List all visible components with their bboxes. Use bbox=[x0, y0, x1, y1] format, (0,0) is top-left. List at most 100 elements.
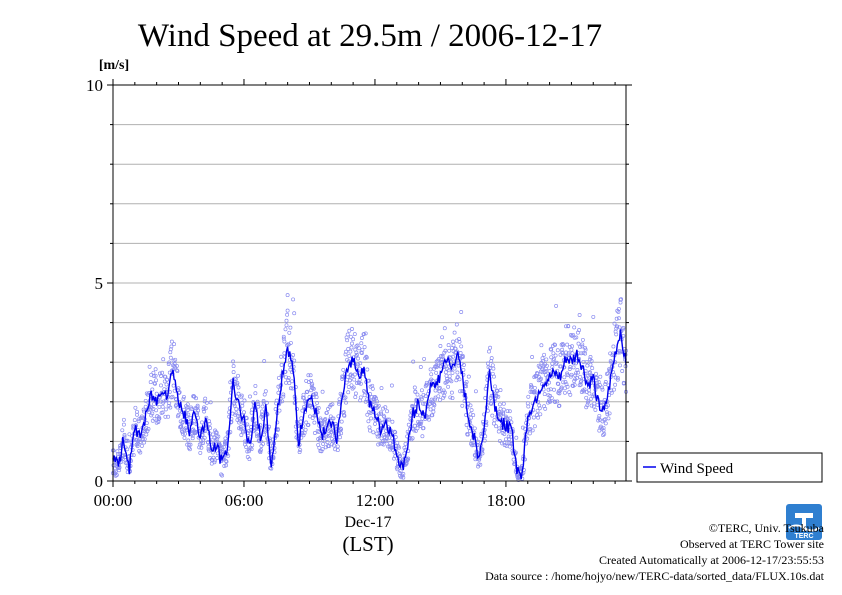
data-point bbox=[363, 399, 368, 404]
data-point bbox=[261, 441, 266, 446]
data-point bbox=[385, 435, 389, 440]
data-point bbox=[339, 431, 344, 436]
data-point bbox=[452, 366, 457, 371]
data-point bbox=[363, 331, 368, 336]
data-point bbox=[216, 434, 221, 439]
data-point bbox=[387, 435, 392, 440]
data-point bbox=[498, 406, 503, 411]
data-point bbox=[578, 382, 583, 387]
data-point bbox=[603, 382, 608, 387]
data-point bbox=[615, 324, 620, 329]
data-point bbox=[357, 366, 362, 371]
data-point bbox=[436, 394, 441, 399]
data-point bbox=[317, 438, 322, 443]
data-point bbox=[347, 353, 352, 358]
data-point bbox=[121, 422, 126, 427]
data-point bbox=[310, 382, 315, 386]
data-point bbox=[221, 445, 226, 449]
data-point bbox=[353, 391, 358, 396]
data-point bbox=[548, 387, 553, 392]
data-point bbox=[428, 401, 433, 406]
data-point bbox=[169, 344, 174, 349]
data-point bbox=[370, 386, 375, 391]
logo-text: TERC bbox=[794, 533, 813, 540]
data-point bbox=[618, 363, 622, 368]
data-point bbox=[234, 407, 239, 412]
data-point bbox=[572, 325, 577, 330]
data-point bbox=[298, 419, 303, 424]
data-point bbox=[393, 430, 398, 435]
data-point bbox=[615, 377, 620, 382]
data-point bbox=[450, 396, 455, 401]
data-point bbox=[585, 363, 590, 368]
data-point bbox=[415, 426, 420, 431]
data-point bbox=[437, 397, 442, 402]
x-axis-timezone-label: (LST) bbox=[342, 532, 393, 556]
data-point bbox=[258, 450, 263, 455]
data-point bbox=[250, 443, 255, 448]
data-point bbox=[282, 339, 287, 344]
data-point bbox=[529, 384, 534, 389]
data-point bbox=[568, 365, 573, 370]
data-point bbox=[133, 405, 138, 410]
data-point bbox=[594, 376, 599, 381]
data-point bbox=[544, 357, 549, 362]
data-point bbox=[424, 382, 429, 387]
data-point bbox=[346, 390, 351, 395]
data-point bbox=[568, 333, 573, 337]
data-point bbox=[349, 345, 354, 350]
data-point bbox=[554, 360, 559, 365]
data-point bbox=[552, 399, 557, 404]
data-point bbox=[433, 388, 438, 393]
data-point bbox=[446, 343, 451, 348]
data-point bbox=[171, 383, 176, 388]
data-point bbox=[177, 390, 182, 395]
data-point bbox=[438, 364, 443, 369]
data-point bbox=[476, 462, 481, 467]
data-point bbox=[264, 400, 269, 405]
data-point bbox=[527, 431, 532, 436]
data-point bbox=[285, 293, 290, 298]
data-point bbox=[601, 433, 606, 438]
data-point bbox=[373, 421, 377, 426]
data-point bbox=[615, 375, 620, 380]
data-point bbox=[200, 420, 204, 425]
data-point bbox=[436, 363, 441, 368]
data-point bbox=[612, 387, 616, 392]
data-point bbox=[431, 406, 436, 411]
data-point bbox=[535, 371, 540, 376]
data-point bbox=[258, 448, 263, 452]
data-point bbox=[348, 349, 353, 354]
data-point bbox=[461, 372, 466, 377]
data-point bbox=[247, 457, 252, 462]
data-point bbox=[279, 354, 284, 359]
data-point bbox=[284, 318, 289, 323]
data-point bbox=[502, 432, 507, 436]
data-point bbox=[542, 392, 547, 397]
data-point bbox=[592, 401, 597, 406]
data-point bbox=[194, 396, 198, 401]
data-point bbox=[156, 417, 161, 422]
data-point bbox=[365, 367, 370, 372]
data-point bbox=[364, 354, 369, 359]
data-point bbox=[164, 382, 169, 387]
data-point bbox=[620, 369, 625, 373]
data-point bbox=[344, 400, 348, 405]
data-point bbox=[382, 433, 387, 438]
data-point bbox=[311, 386, 316, 391]
data-point bbox=[245, 449, 250, 454]
data-point bbox=[324, 433, 329, 438]
data-point bbox=[603, 421, 608, 426]
data-point bbox=[342, 396, 347, 401]
data-point bbox=[508, 416, 513, 421]
data-point bbox=[483, 434, 488, 439]
footer-created: Created Automatically at 2006-12-17/23:5… bbox=[599, 553, 824, 567]
data-point bbox=[241, 427, 246, 432]
data-point bbox=[489, 401, 494, 406]
data-point bbox=[411, 359, 416, 364]
data-point bbox=[609, 360, 614, 365]
data-point bbox=[342, 413, 347, 418]
data-point bbox=[358, 395, 363, 400]
footer-source: Data source : /home/hojyo/new/TERC-data/… bbox=[485, 569, 824, 583]
data-point bbox=[135, 444, 140, 448]
